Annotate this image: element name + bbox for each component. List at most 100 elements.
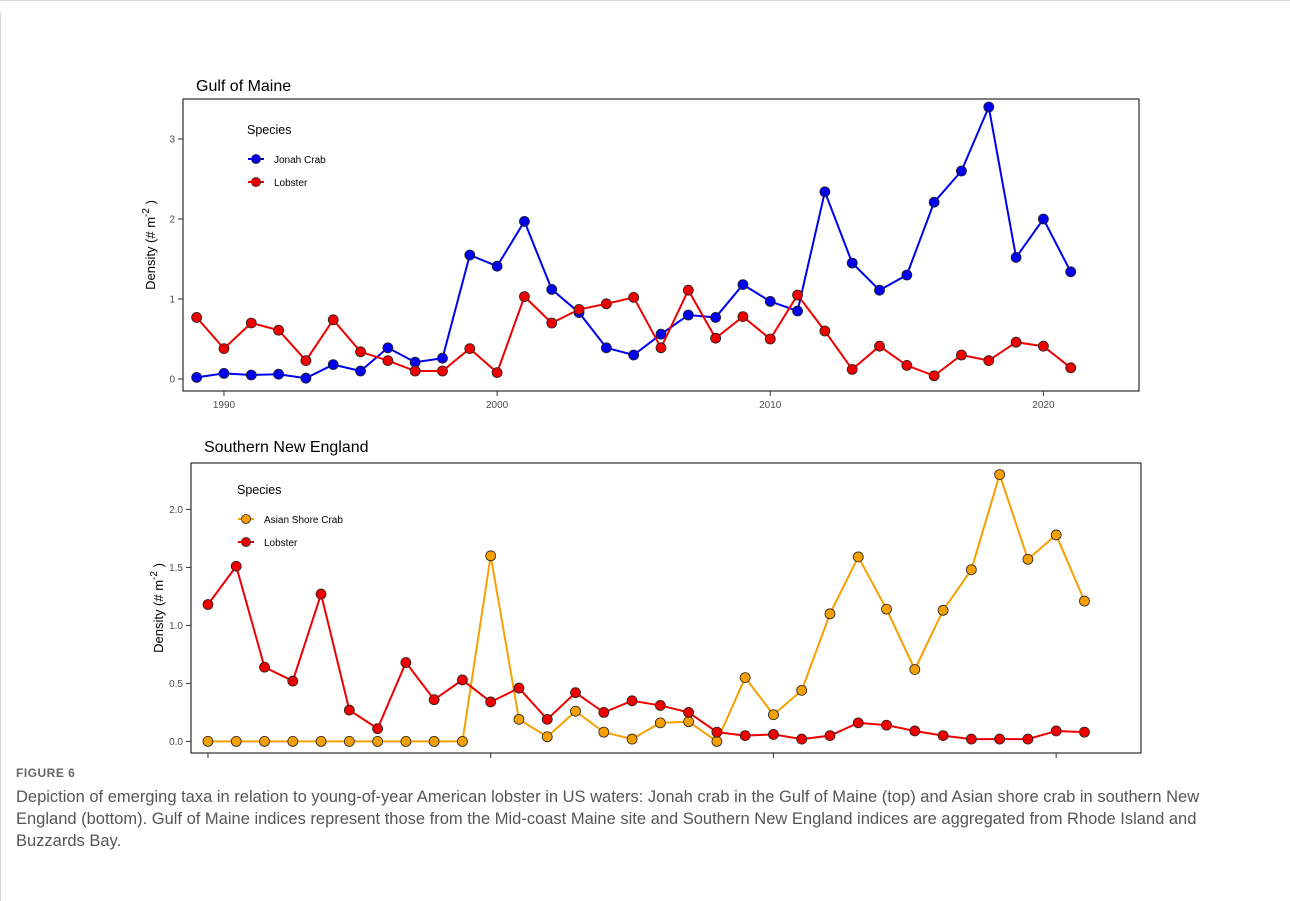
- data-point: [464, 249, 476, 261]
- data-point: [824, 730, 836, 741]
- y-axis-label: Density (# m-2 ): [141, 200, 158, 290]
- data-point: [764, 333, 776, 345]
- figure-caption: FIGURE 6 Depiction of emerging taxa in r…: [16, 766, 1256, 852]
- data-point: [909, 725, 921, 737]
- data-point: [491, 260, 503, 272]
- y-tick-label: 2: [169, 215, 175, 226]
- data-point: [315, 588, 327, 600]
- x-tick-label: 2020: [1032, 400, 1055, 411]
- legend-entry-label: Asian Shore Crab: [264, 515, 343, 526]
- data-point: [852, 717, 864, 729]
- plot-frame: [190, 462, 1142, 754]
- data-point: [628, 291, 640, 303]
- data-point: [983, 101, 995, 113]
- data-point: [245, 369, 257, 381]
- data-point: [881, 719, 892, 731]
- series-line: [207, 564, 1085, 741]
- data-point: [300, 355, 312, 367]
- y-axis-label: Density (# m-2 ): [149, 563, 166, 653]
- data-point: [327, 359, 339, 371]
- data-point: [654, 700, 666, 711]
- data-point: [824, 608, 836, 620]
- chart-title: Southern New England: [204, 439, 369, 456]
- data-point: [937, 730, 949, 741]
- data-point: [901, 269, 913, 281]
- data-point: [1079, 595, 1090, 607]
- data-point: [956, 349, 967, 361]
- data-point: [796, 684, 808, 696]
- data-point: [994, 469, 1006, 481]
- data-point: [852, 551, 864, 563]
- southern-new-england-panel: Southern New England19902000201020200.00…: [149, 439, 1142, 758]
- series-lobster: [202, 560, 1090, 745]
- data-point: [519, 215, 530, 227]
- data-point: [428, 736, 440, 747]
- data-point: [287, 736, 299, 747]
- data-point: [598, 707, 610, 718]
- data-point: [737, 311, 749, 323]
- data-point: [682, 284, 694, 296]
- data-point: [768, 709, 779, 721]
- figure-caption-text: Depiction of emerging taxa in relation t…: [16, 788, 1200, 850]
- page-top-rule: [0, 0, 1290, 13]
- data-point: [191, 311, 203, 323]
- data-point: [546, 317, 558, 329]
- data-point: [928, 196, 940, 208]
- x-tick-label: 1990: [213, 400, 236, 411]
- plot-frame: [182, 98, 1140, 392]
- data-point: [541, 713, 553, 725]
- legend-title: Species: [237, 483, 281, 497]
- y-tick-label: 1.0: [169, 621, 183, 632]
- gulf-of-maine-panel: Gulf of Maine 1990 2000 2010 2020 0 1 2 3 Density…: [141, 78, 1140, 411]
- legend: Species Jonah Crab Lobster: [247, 123, 326, 189]
- data-point: [259, 661, 270, 673]
- data-point: [491, 367, 503, 379]
- data-point: [628, 349, 640, 361]
- data-point: [457, 674, 468, 686]
- legend-swatch-marker: [251, 177, 261, 187]
- data-point: [457, 736, 468, 747]
- data-point: [710, 311, 722, 323]
- data-point: [355, 346, 366, 358]
- data-point: [739, 730, 751, 741]
- data-point: [437, 365, 448, 377]
- data-point: [626, 733, 638, 745]
- data-point: [202, 599, 214, 610]
- legend-swatch-marker: [241, 537, 251, 547]
- data-point: [513, 682, 525, 694]
- data-point: [655, 342, 667, 354]
- data-point: [372, 723, 384, 735]
- data-point: [965, 564, 977, 576]
- data-point: [327, 314, 339, 326]
- y-tick-label: 0.5: [169, 679, 183, 690]
- data-point: [573, 303, 585, 315]
- data-point: [768, 729, 779, 740]
- y-tick-label: 1: [169, 295, 175, 306]
- data-point: [541, 731, 553, 743]
- data-point: [437, 352, 448, 364]
- data-point: [874, 340, 885, 352]
- data-point: [1010, 336, 1022, 348]
- legend-entry-label: Lobster: [274, 178, 308, 189]
- data-point: [230, 736, 242, 747]
- y-tick-label: 0.0: [169, 737, 183, 748]
- data-point: [710, 332, 722, 344]
- data-point: [711, 726, 723, 738]
- data-point: [1022, 553, 1034, 565]
- series-line: [196, 103, 1072, 380]
- data-point: [202, 736, 214, 747]
- data-point: [901, 359, 913, 371]
- data-point: [191, 371, 203, 383]
- data-point: [343, 704, 355, 716]
- data-point: [400, 657, 412, 668]
- legend-entry-label: Lobster: [264, 538, 298, 549]
- data-point: [428, 694, 440, 706]
- data-point: [245, 317, 257, 329]
- y-tick-label: 0: [169, 375, 175, 386]
- data-point: [819, 325, 831, 337]
- data-point: [1010, 251, 1022, 263]
- series-lobster: [191, 284, 1077, 382]
- data-point: [1038, 213, 1049, 225]
- data-point: [737, 279, 749, 291]
- data-point: [300, 372, 312, 384]
